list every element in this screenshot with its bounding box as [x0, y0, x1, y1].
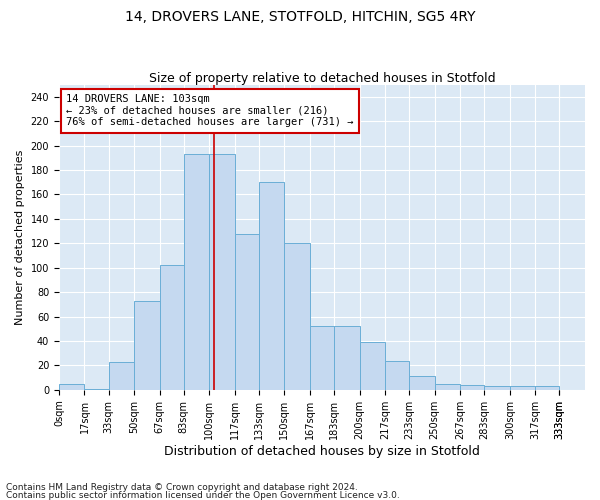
Bar	[385, 360, 409, 390]
Title: Size of property relative to detached houses in Stotfold: Size of property relative to detached ho…	[149, 72, 495, 85]
Y-axis label: Number of detached properties: Number of detached properties	[15, 150, 25, 325]
Text: 14 DROVERS LANE: 103sqm
← 23% of detached houses are smaller (216)
76% of semi-d: 14 DROVERS LANE: 103sqm ← 23% of detache…	[67, 94, 354, 128]
Bar	[409, 376, 434, 390]
X-axis label: Distribution of detached houses by size in Stotfold: Distribution of detached houses by size …	[164, 444, 480, 458]
Bar	[510, 386, 535, 390]
Bar	[310, 326, 334, 390]
Bar	[160, 266, 184, 390]
Bar	[235, 234, 259, 390]
Bar	[59, 384, 85, 390]
Bar	[484, 386, 510, 390]
Bar	[85, 388, 109, 390]
Bar	[109, 362, 134, 390]
Bar	[460, 385, 484, 390]
Bar	[434, 384, 460, 390]
Bar	[184, 154, 209, 390]
Bar	[535, 386, 559, 390]
Bar	[334, 326, 359, 390]
Text: Contains HM Land Registry data © Crown copyright and database right 2024.: Contains HM Land Registry data © Crown c…	[6, 484, 358, 492]
Bar	[209, 154, 235, 390]
Text: 14, DROVERS LANE, STOTFOLD, HITCHIN, SG5 4RY: 14, DROVERS LANE, STOTFOLD, HITCHIN, SG5…	[125, 10, 475, 24]
Text: Contains public sector information licensed under the Open Government Licence v3: Contains public sector information licen…	[6, 490, 400, 500]
Bar	[259, 182, 284, 390]
Bar	[284, 244, 310, 390]
Bar	[134, 300, 160, 390]
Bar	[359, 342, 385, 390]
